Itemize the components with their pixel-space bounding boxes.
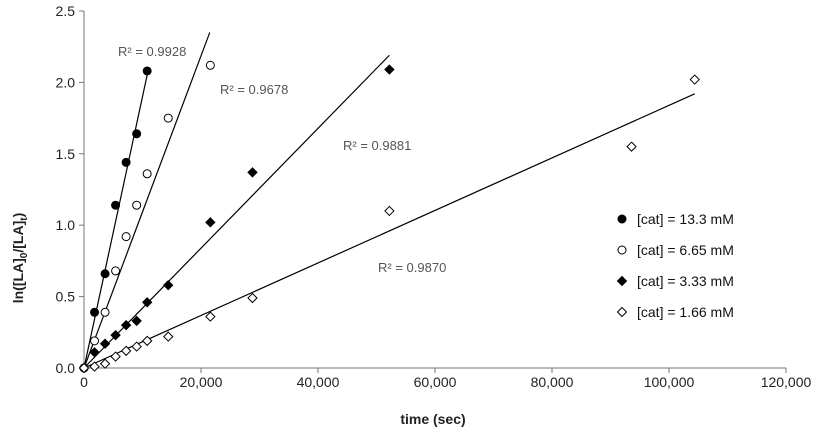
trendline — [83, 69, 149, 369]
data-point — [132, 200, 142, 210]
data-point — [110, 351, 121, 362]
data-point — [163, 331, 174, 342]
x-tick-label: 40,000 — [297, 374, 340, 390]
data-point — [205, 217, 216, 228]
data-point — [142, 66, 152, 76]
data-point — [121, 232, 131, 242]
legend-label: [cat] = 6.65 mM — [637, 242, 734, 258]
x-tick-label: 80,000 — [531, 374, 574, 390]
data-point — [99, 358, 111, 369]
data-point — [384, 64, 395, 75]
legend-marker — [617, 214, 627, 224]
data-point — [100, 307, 110, 317]
data-point — [205, 60, 215, 70]
x-tick-label: 20,000 — [180, 374, 223, 390]
data-point — [89, 347, 100, 358]
data-point — [247, 167, 258, 178]
trendline — [83, 32, 211, 369]
trendlines — [83, 32, 695, 369]
r2-label: R² = 0.9928 — [118, 44, 186, 59]
data-point — [626, 141, 637, 152]
x-tick-label: 100,000 — [644, 374, 695, 390]
axes: 0 20,000 40,000 60,000 80,000 100,000 120,000 0… — [56, 3, 812, 390]
x-tick-label: 0 — [80, 374, 88, 390]
legend-label: [cat] = 1.66 mM — [637, 304, 734, 320]
y-tick-label: 0.0 — [56, 360, 76, 376]
data-point — [90, 336, 100, 346]
data-point — [110, 329, 121, 341]
legend: [cat] = 13.3 mM [cat] = 6.65 mM [cat] = 3.… — [616, 211, 734, 320]
data-point — [100, 269, 110, 279]
data-point — [120, 319, 132, 331]
data-point — [78, 362, 90, 374]
r2-label: R² = 0.9678 — [220, 82, 288, 97]
x-tick-label: 60,000 — [414, 374, 457, 390]
y-tick-label: 1.0 — [56, 217, 76, 233]
data-point — [90, 307, 100, 317]
data-point — [205, 311, 216, 322]
data-point — [121, 157, 131, 167]
y-axis-title: ln([LA]0/[LA]t) — [10, 213, 30, 304]
data-point — [132, 129, 142, 139]
data-point — [111, 200, 121, 210]
y-tick-label: 2.5 — [56, 3, 76, 19]
data-point — [247, 292, 258, 304]
data-point — [131, 341, 142, 352]
data-point — [141, 335, 153, 347]
data-point — [99, 338, 111, 349]
trendline — [83, 54, 390, 369]
data-points — [78, 60, 700, 374]
legend-marker — [616, 275, 628, 287]
data-point — [163, 279, 174, 291]
data-point — [142, 169, 152, 179]
trendline — [83, 93, 695, 369]
r2-label: R² = 0.9881 — [343, 138, 411, 153]
legend-label: [cat] = 13.3 mM — [637, 211, 734, 227]
data-point — [89, 361, 100, 372]
y-tick-label: 1.5 — [56, 146, 76, 162]
r2-label: R² = 0.9870 — [378, 260, 446, 275]
data-point — [689, 74, 700, 85]
data-point — [111, 266, 121, 276]
y-tick-label: 2.0 — [56, 74, 76, 90]
legend-marker — [616, 306, 628, 318]
legend-marker — [617, 245, 627, 255]
data-point — [131, 315, 142, 327]
x-axis-title: time (sec) — [400, 411, 465, 427]
data-point — [120, 345, 132, 357]
r2-labels: R² = 0.9928 R² = 0.9678 R² = 0.9881 R² = 0.… — [118, 44, 446, 275]
data-point — [141, 297, 153, 308]
x-tick-label: 120,000 — [761, 374, 812, 390]
data-point — [163, 113, 173, 123]
legend-label: [cat] = 3.33 mM — [637, 273, 734, 289]
data-point — [384, 205, 395, 217]
y-tick-label: 0.5 — [56, 289, 76, 305]
